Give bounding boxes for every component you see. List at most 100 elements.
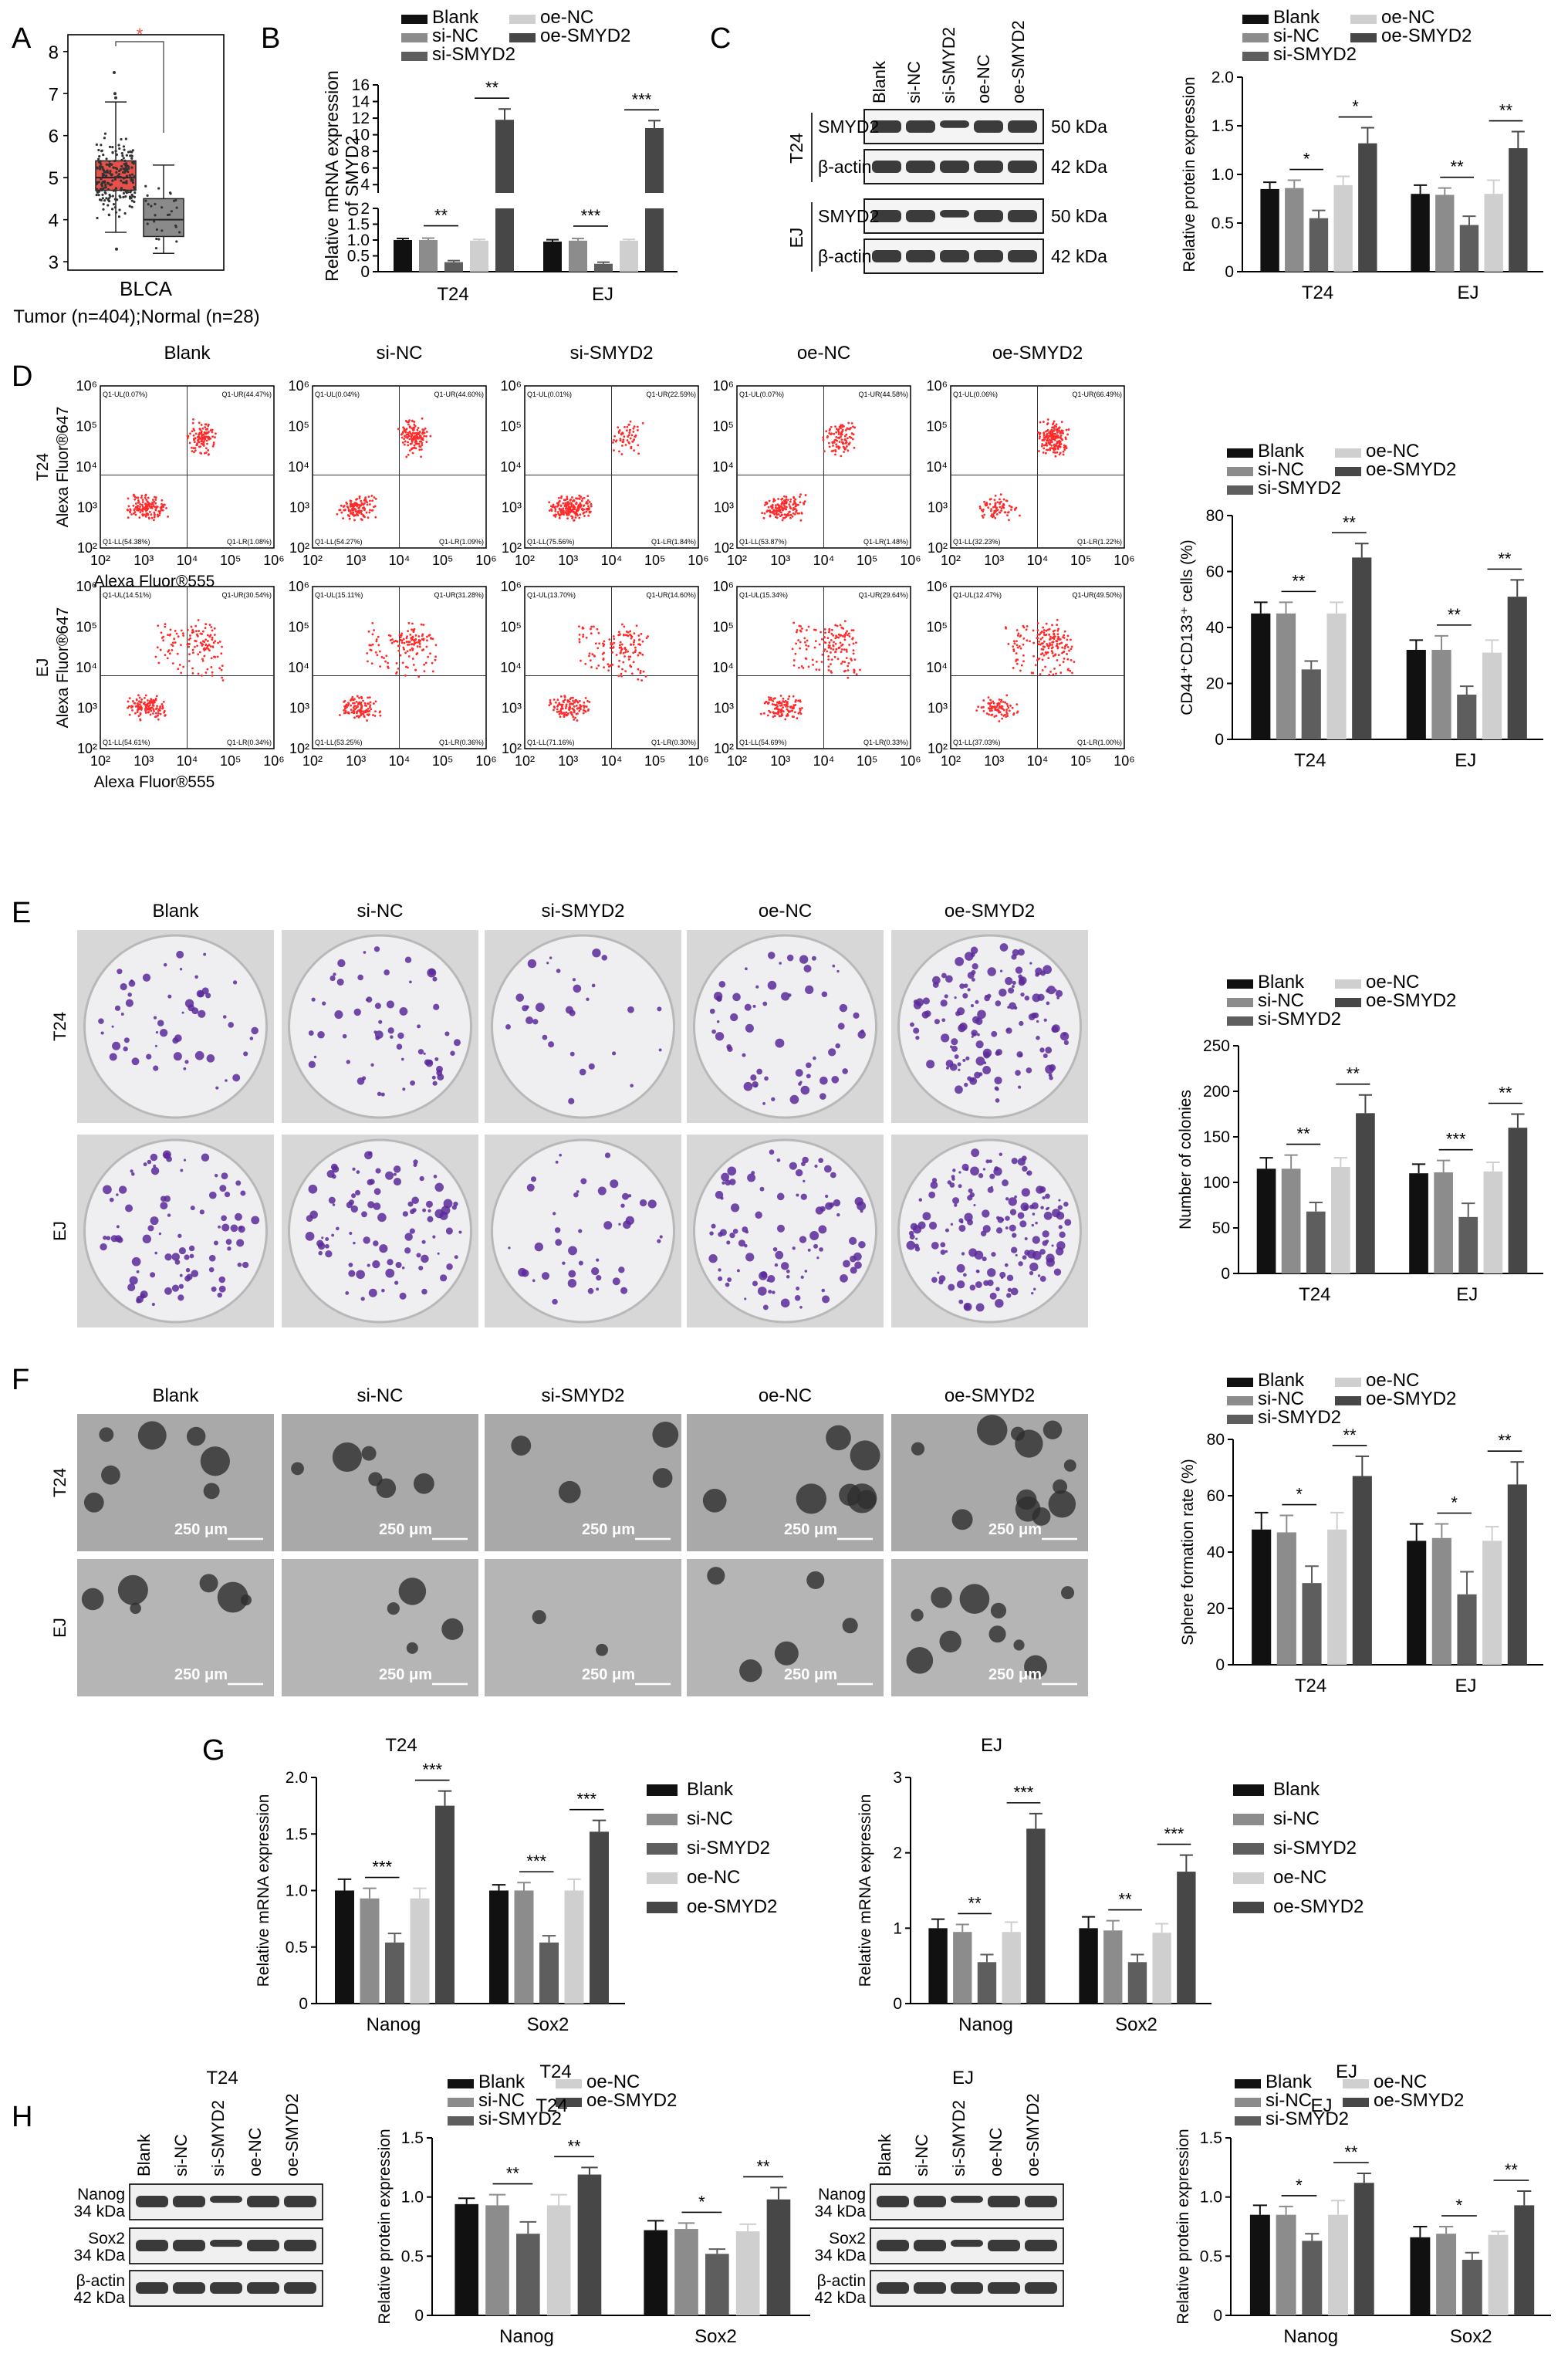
colony <box>1006 1274 1014 1282</box>
bar <box>1260 188 1279 272</box>
x-tick-label: 10³ <box>133 553 154 568</box>
colony <box>934 1019 940 1025</box>
event-dot <box>786 702 789 705</box>
event-dot <box>1000 507 1003 510</box>
event-dot <box>844 429 847 431</box>
event-dot <box>406 635 408 638</box>
event-dot <box>859 668 861 671</box>
y-tick-label: 1 <box>893 1919 902 1937</box>
event-dot <box>427 634 431 637</box>
event-dot <box>639 671 642 675</box>
event-dot <box>1053 438 1056 441</box>
event-dot <box>353 716 356 719</box>
colony <box>975 1281 982 1288</box>
event-dot <box>570 503 573 506</box>
event-dot <box>852 629 855 631</box>
colony <box>601 955 607 961</box>
event-dot <box>772 712 776 715</box>
event-dot <box>833 438 836 441</box>
colony <box>931 1178 938 1183</box>
event-dot <box>578 633 581 636</box>
colony <box>1005 976 1013 986</box>
colony <box>326 1170 335 1179</box>
event-dot <box>830 433 833 436</box>
legend-label: oe-NC <box>1366 972 1419 993</box>
jitter-point <box>103 137 106 140</box>
jitter-point <box>96 190 99 193</box>
event-dot <box>582 635 584 638</box>
event-dot <box>612 635 615 638</box>
event-dot <box>213 634 216 636</box>
event-dot <box>1000 698 1003 702</box>
event-dot <box>148 517 150 520</box>
event-dot <box>1041 636 1044 639</box>
bar <box>1356 1113 1375 1273</box>
event-dot <box>627 434 630 437</box>
event-dot <box>402 638 405 641</box>
sig-label: * <box>137 25 144 44</box>
quadrant-value: Q1-UR(44.60%) <box>434 391 484 398</box>
microscopy-photo <box>485 1559 681 1696</box>
colony <box>373 946 380 952</box>
colony <box>1046 1001 1050 1006</box>
event-dot <box>620 453 623 455</box>
event-dot <box>851 438 854 441</box>
event-dot <box>189 637 192 640</box>
event-dot <box>1040 642 1043 645</box>
colony <box>188 1245 195 1252</box>
event-dot <box>343 709 345 712</box>
event-dot <box>153 516 156 519</box>
colony <box>440 1274 448 1282</box>
event-dot <box>216 655 219 658</box>
event-dot <box>632 643 635 646</box>
bar <box>543 242 562 272</box>
event-dot <box>1056 643 1059 645</box>
jitter-point <box>161 206 164 209</box>
colony <box>112 1041 121 1050</box>
event-dot <box>1022 654 1025 657</box>
colony <box>130 1169 133 1173</box>
event-dot <box>627 423 630 426</box>
sig-label: ** <box>434 206 448 225</box>
colony <box>346 1202 353 1209</box>
x-tick-label: 10⁶ <box>263 753 284 769</box>
colony <box>974 1250 984 1260</box>
colony <box>1024 996 1030 1001</box>
quadrant-value: Q1-UL(0.04%) <box>315 391 360 398</box>
event-dot <box>834 651 836 654</box>
event-dot <box>422 624 425 627</box>
colony <box>147 1225 154 1232</box>
jitter-point <box>96 166 99 169</box>
quadrant-value: Q1-UR(49.50%) <box>1072 591 1122 599</box>
event-dot <box>772 500 775 503</box>
sphere <box>558 1480 581 1503</box>
event-dot <box>346 506 350 509</box>
colony <box>120 982 127 991</box>
colony <box>365 998 369 1002</box>
event-dot <box>340 504 343 507</box>
bar <box>1002 1932 1021 2004</box>
event-dot <box>427 655 429 658</box>
event-dot <box>593 625 595 628</box>
quadrant-value: Q1-LR(1.08%) <box>227 538 272 546</box>
event-dot <box>1056 646 1059 649</box>
event-dot <box>777 498 780 500</box>
bar <box>1488 2234 1509 2315</box>
legend-label: Blank <box>1273 1779 1320 1800</box>
blot-band <box>136 2282 168 2294</box>
size-label: 34 kDa <box>814 2247 866 2264</box>
event-dot <box>343 705 346 708</box>
event-dot <box>576 719 579 722</box>
sphere <box>939 1630 961 1653</box>
event-dot <box>833 432 836 435</box>
event-dot <box>1019 514 1021 517</box>
event-dot <box>186 628 189 631</box>
event-dot <box>612 646 615 648</box>
bar-upper-segment <box>645 128 664 193</box>
colony <box>1017 1158 1026 1166</box>
colony <box>906 1240 916 1250</box>
event-dot <box>204 623 208 626</box>
y-tick-label: 10³ <box>289 500 309 516</box>
event-dot <box>154 502 157 505</box>
